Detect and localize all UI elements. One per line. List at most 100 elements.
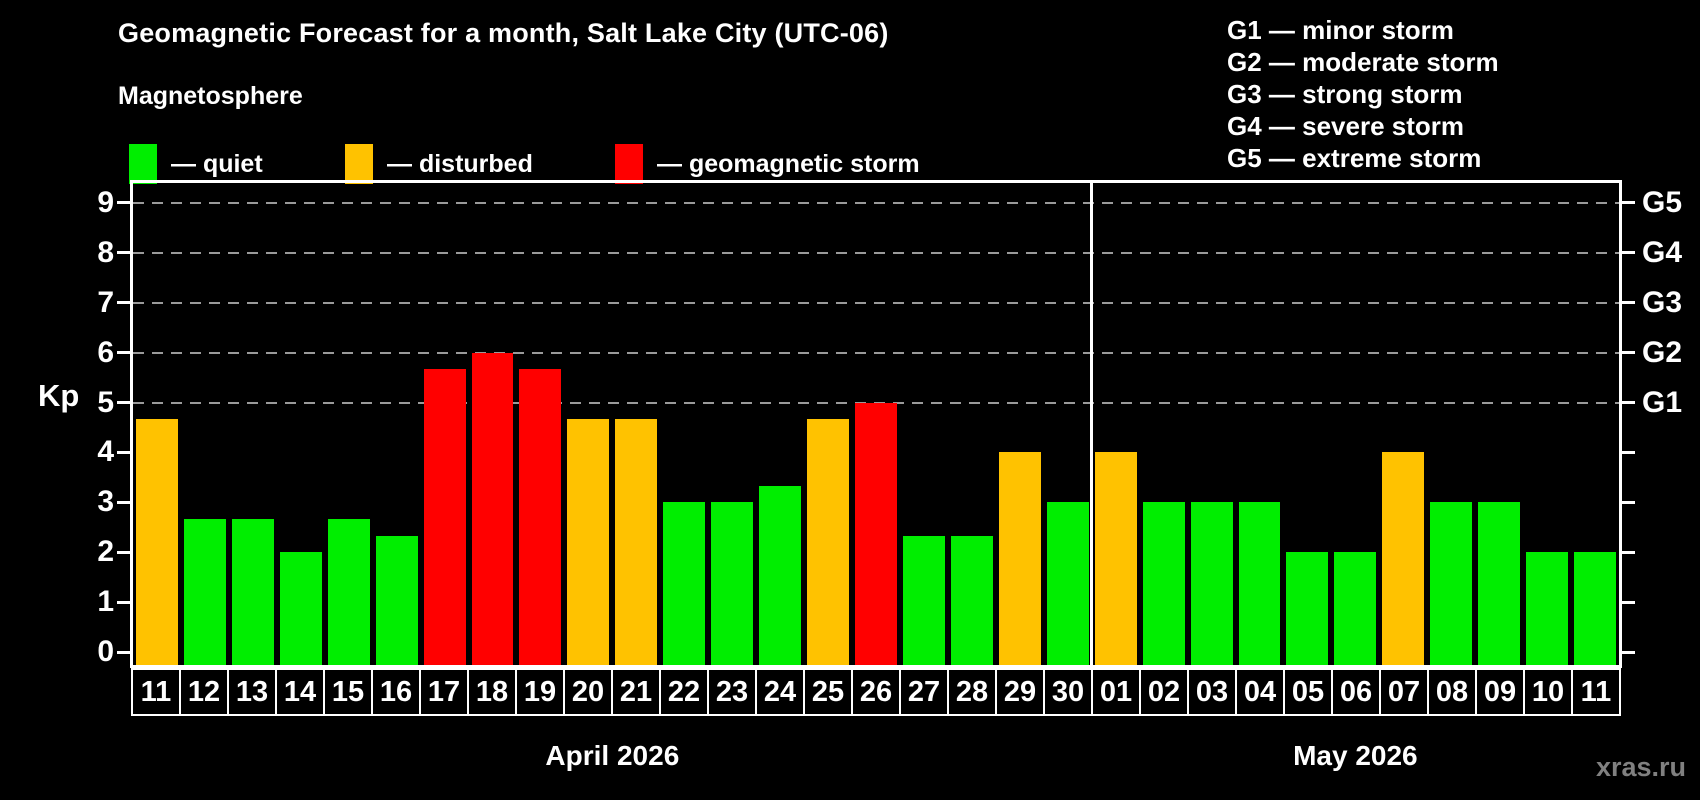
g-legend-line-g5: G5 — extreme storm	[1227, 143, 1482, 173]
g-level-label: G2	[1642, 335, 1683, 369]
kp-bar	[567, 418, 610, 665]
date-cell: 17	[419, 668, 469, 716]
y-axis-tick	[117, 351, 130, 355]
g-legend-line-g4: G4 — severe storm	[1227, 111, 1465, 141]
date-cell: 18	[467, 668, 517, 716]
quiet-color-swatch	[129, 144, 157, 184]
kp-bar	[1046, 502, 1089, 665]
right-axis-tick	[1622, 650, 1635, 654]
y-tick-label: 4	[97, 435, 114, 469]
kp-bar	[1382, 452, 1425, 665]
y-axis-tick	[117, 401, 130, 404]
y-axis-tick	[117, 251, 130, 255]
g-legend-line-g1: G1 — minor storm	[1227, 15, 1454, 45]
date-cell: 19	[515, 668, 565, 716]
kp-bar	[327, 518, 370, 665]
y-axis-tick	[117, 600, 130, 604]
date-cell: 30	[1043, 668, 1093, 716]
gridline-kp9	[133, 201, 1619, 204]
gridline-kp7	[133, 301, 1619, 304]
g-legend-line-g2: G2 — moderate storm	[1227, 47, 1499, 77]
date-cell: 29	[995, 668, 1045, 716]
right-axis-tick	[1622, 600, 1635, 604]
kp-bar	[279, 552, 322, 665]
y-tick-label: 6	[97, 335, 114, 369]
month-label: April 2026	[545, 740, 680, 771]
disturbed-label: — disturbed	[387, 149, 533, 178]
y-axis-tick	[117, 550, 130, 554]
gridline-kp8	[133, 251, 1619, 254]
kp-bar	[136, 418, 178, 665]
storm-color-swatch	[615, 144, 643, 184]
right-axis-tick	[1622, 500, 1635, 504]
month-boundary-line	[1090, 183, 1094, 665]
date-cell: 03	[1187, 668, 1237, 716]
g-level-label: G5	[1642, 185, 1683, 219]
g-legend-line-g3: G3 — strong storm	[1227, 79, 1463, 109]
right-axis-tick	[1622, 301, 1635, 305]
plot-frame	[130, 180, 1622, 668]
plot-area	[133, 183, 1619, 665]
y-axis-tick	[117, 201, 130, 205]
date-cell: 01	[1091, 668, 1141, 716]
kp-bar	[615, 418, 658, 665]
kp-bar	[998, 452, 1041, 665]
y-tick-label: 9	[97, 185, 114, 219]
g-level-label: G4	[1642, 235, 1683, 269]
kp-bar	[1526, 552, 1569, 665]
date-cell: 06	[1331, 668, 1381, 716]
right-axis-tick	[1622, 401, 1635, 404]
kp-bar	[1142, 502, 1185, 665]
kp-bar	[902, 535, 945, 665]
g-level-label: G1	[1642, 385, 1683, 419]
date-cell: 25	[803, 668, 853, 716]
month-label: May 2026	[1293, 740, 1418, 771]
date-cell: 14	[275, 668, 325, 716]
date-cell: 09	[1475, 668, 1525, 716]
date-cell: 20	[563, 668, 613, 716]
kp-bar	[950, 535, 993, 665]
right-axis-tick	[1622, 251, 1635, 255]
kp-bar	[519, 369, 562, 665]
g-level-label: G3	[1642, 285, 1683, 319]
right-axis-tick	[1622, 450, 1635, 454]
quiet-label: — quiet	[171, 149, 263, 178]
kp-bar	[375, 535, 418, 665]
kp-bar	[1430, 502, 1473, 665]
date-cell: 16	[371, 668, 421, 716]
right-axis-tick	[1622, 351, 1635, 355]
disturbed-color-swatch	[345, 144, 373, 184]
date-cell: 11	[1571, 668, 1621, 716]
date-cell: 10	[1523, 668, 1573, 716]
date-cell: 26	[851, 668, 901, 716]
date-cell: 21	[611, 668, 661, 716]
date-cell: 05	[1283, 668, 1333, 716]
date-cell: 12	[179, 668, 229, 716]
date-cell: 11	[131, 668, 181, 716]
legend-item-quiet: — quiet	[129, 142, 263, 186]
y-tick-label: 0	[97, 635, 114, 668]
right-axis-tick	[1622, 201, 1635, 205]
date-cell: 23	[707, 668, 757, 716]
date-axis: 11 12 13 14 15 16 17 18 19 20 21 22 23 24 25 26 27 28 29 30…	[131, 668, 1621, 716]
kp-bar	[471, 352, 514, 665]
right-axis-tick	[1622, 550, 1635, 554]
date-cell: 07	[1379, 668, 1429, 716]
storm-label: — geomagnetic storm	[657, 149, 920, 178]
date-cell: 15	[323, 668, 373, 716]
y-tick-label: 7	[97, 285, 114, 319]
y-axis-tick	[117, 650, 130, 654]
date-cell: 04	[1235, 668, 1285, 716]
legend-item-disturbed: — disturbed	[345, 142, 533, 186]
kp-bar	[1574, 552, 1616, 665]
kp-bar	[855, 402, 897, 665]
date-cell: 22	[659, 668, 709, 716]
y-tick-label: 2	[97, 535, 114, 569]
date-cell: 08	[1427, 668, 1477, 716]
gridline-kp6	[133, 351, 1619, 354]
y-tick-label: 3	[97, 485, 114, 519]
chart-title: Geomagnetic Forecast for a month, Salt L…	[118, 18, 889, 48]
date-cell: 02	[1139, 668, 1189, 716]
magnetosphere-label: Magnetosphere	[118, 82, 303, 110]
